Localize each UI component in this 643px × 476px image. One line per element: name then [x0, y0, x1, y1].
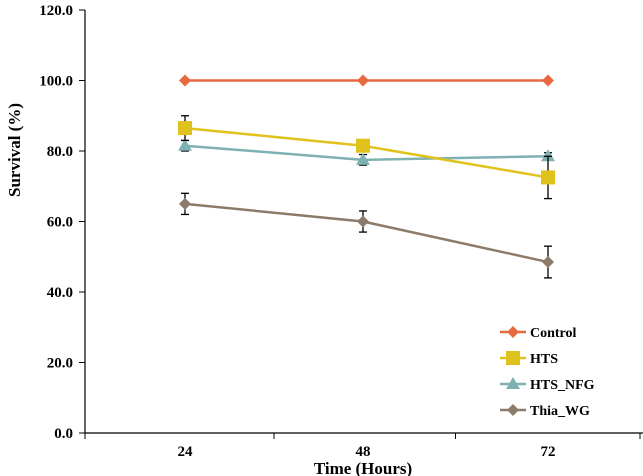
y-tick-label: 20.0 — [47, 356, 73, 372]
series-hts — [178, 115, 555, 200]
legend-label: HTS_NFG — [530, 378, 595, 393]
y-tick-label: 80.0 — [47, 144, 73, 160]
data-point-hts — [178, 121, 192, 136]
data-point-control — [542, 74, 554, 87]
x-axis: 24 48 72 — [84, 432, 643, 460]
legend-label: Thia_WG — [530, 404, 590, 419]
x-tick-label: 72 — [541, 444, 556, 460]
legend-item-thia-wg: Thia_WG — [500, 404, 590, 419]
series-thia-wg — [179, 192, 554, 279]
y-tick-label: 60.0 — [47, 215, 73, 231]
y-tick-label: 0.0 — [54, 426, 73, 442]
series-line-hts — [184, 126, 549, 179]
y-tick-label: 40.0 — [47, 285, 73, 301]
y-axis-title: Survival (%) — [5, 103, 24, 197]
series-line-thia-wg — [184, 202, 549, 264]
x-axis-title: Time (Hours) — [314, 459, 412, 476]
data-point-hts — [356, 138, 370, 153]
legend-item-hts-nfg: HTS_NFG — [500, 377, 595, 393]
y-axis: 0.0 20.0 40.0 60.0 80.0 100.0 120.0 — [39, 3, 86, 442]
series-control — [179, 74, 554, 87]
data-point-control — [179, 74, 191, 87]
legend-swatch-marker — [506, 377, 520, 389]
data-point-hts-nfg — [541, 149, 555, 162]
legend-swatch-marker — [507, 404, 519, 416]
data-point-thia-wg — [357, 215, 369, 228]
data-point-hts-nfg — [356, 152, 370, 165]
data-point-thia-wg — [179, 197, 191, 210]
legend-item-hts: HTS — [500, 351, 558, 367]
legend-swatch-marker — [507, 326, 519, 338]
series-layer — [178, 74, 555, 279]
legend: Control HTS HTS_NFG Thia_WG — [500, 326, 595, 419]
data-point-thia-wg — [542, 256, 554, 269]
x-tick-label: 48 — [356, 444, 371, 460]
legend-swatch-marker — [506, 351, 520, 365]
data-point-hts — [541, 170, 555, 185]
x-tick-label: 24 — [178, 444, 194, 460]
data-point-control — [357, 74, 369, 87]
y-tick-label: 100.0 — [39, 74, 73, 90]
data-point-hts-nfg — [178, 138, 192, 151]
legend-label: HTS — [530, 352, 558, 367]
y-tick-label: 120.0 — [39, 3, 73, 19]
legend-item-control: Control — [500, 326, 577, 341]
legend-label: Control — [530, 326, 577, 341]
